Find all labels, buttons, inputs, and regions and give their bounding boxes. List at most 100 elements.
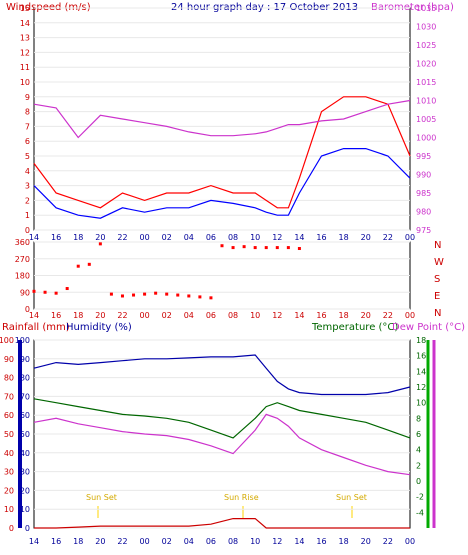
wind-tick-label: 12	[20, 48, 30, 57]
humidity-tick-label: 90	[20, 355, 30, 364]
x-tick-label-mid: 14	[29, 311, 39, 320]
rainfall-tick-label: 50	[4, 430, 14, 439]
x-tick-label-top: 12	[272, 233, 282, 242]
x-tick-label-mid: 20	[361, 311, 371, 320]
x-tick-label-bottom: 08	[228, 537, 238, 546]
wind-tick-label: 4	[25, 167, 30, 176]
humidity-tick-label: 10	[20, 505, 30, 514]
x-tick-label-mid: 10	[250, 311, 260, 320]
wind-tick-label: 15	[20, 4, 30, 13]
direction-tick-label: 90	[20, 288, 30, 297]
wind-tick-label: 13	[20, 34, 30, 43]
temperature-axis-label: Temperature (°C)	[311, 322, 398, 333]
temperature-tick-label: 2	[416, 461, 421, 470]
barometer-tick-label: 1015	[416, 78, 436, 87]
x-tick-label-bottom: 02	[162, 537, 172, 546]
rainfall-tick-label: 30	[4, 468, 14, 477]
rainfall-axis-label: Rainfall (mm)	[2, 322, 70, 333]
temperature-tick-label: 0	[416, 477, 421, 486]
x-tick-label-top: 18	[339, 233, 349, 242]
direction-point	[132, 293, 136, 297]
climate-series-rainfall	[34, 517, 410, 529]
wind-series-barometer	[33, 99, 411, 139]
wind-tick-label: 14	[20, 19, 30, 28]
x-tick-label-top: 14	[29, 233, 39, 242]
x-tick-label-mid: 16	[51, 311, 61, 320]
humidity-tick-label: 50	[20, 430, 30, 439]
wind-tick-label: 1	[25, 211, 30, 220]
x-tick-label-top: 06	[206, 233, 216, 242]
direction-point	[165, 292, 169, 296]
sun-set-label-2: Sun Set	[336, 493, 367, 502]
x-tick-label-bottom: 22	[383, 537, 393, 546]
direction-point	[187, 294, 191, 298]
temperature-tick-label: -2	[416, 493, 424, 502]
temperature-tick-label: 8	[416, 414, 421, 423]
climate-series-temperature	[33, 398, 411, 439]
x-tick-label-top: 08	[228, 233, 238, 242]
rainfall-tick-label: 60	[4, 411, 14, 420]
wind-tick-label: 2	[25, 196, 30, 205]
rainfall-tick-label: 70	[4, 392, 14, 401]
direction-point	[209, 296, 213, 300]
direction-tick-label: 0	[25, 305, 30, 314]
barometer-tick-label: 1005	[416, 115, 436, 124]
compass-label-n-bottom: N	[434, 308, 441, 319]
wind-tick-label: 5	[25, 152, 30, 161]
x-tick-label-top: 00	[139, 233, 149, 242]
direction-tick-label: 270	[15, 255, 30, 264]
compass-label-e: E	[434, 291, 440, 302]
x-tick-label-top: 18	[73, 233, 83, 242]
temperature-tick-label: -4	[416, 508, 424, 517]
x-tick-label-mid: 14	[294, 311, 304, 320]
rainfall-tick-label: 0	[9, 524, 14, 533]
barometer-tick-label: 1020	[416, 60, 436, 69]
barometer-tick-label: 1000	[416, 134, 436, 143]
rainfall-tick-label: 20	[4, 486, 14, 495]
direction-point	[109, 292, 113, 296]
x-tick-label-top: 20	[95, 233, 105, 242]
chart-marks: 0123456789101112131415975980985990995100…	[0, 4, 436, 546]
humidity-tick-label: 0	[25, 524, 30, 533]
x-tick-label-mid: 06	[206, 311, 216, 320]
x-tick-label-bottom: 22	[117, 537, 127, 546]
direction-point	[54, 291, 58, 295]
direction-point	[242, 245, 246, 249]
wind-tick-label: 0	[25, 226, 30, 235]
direction-point	[76, 264, 80, 268]
compass-label-n-top: N	[434, 240, 441, 251]
direction-point	[120, 294, 124, 298]
direction-point	[98, 242, 102, 246]
direction-point	[253, 246, 257, 250]
direction-point	[275, 246, 279, 250]
direction-point	[43, 290, 47, 294]
x-tick-label-top: 02	[162, 233, 172, 242]
dewpoint-axis-label: Dew Point (°C)	[392, 322, 465, 333]
x-tick-label-top: 16	[51, 233, 61, 242]
humidity-tick-label: 70	[20, 392, 30, 401]
barometer-tick-label: 980	[416, 208, 431, 217]
direction-point	[231, 246, 235, 250]
x-tick-label-bottom: 18	[73, 537, 83, 546]
wind-series-gust	[33, 96, 411, 209]
x-tick-label-bottom: 10	[250, 537, 260, 546]
x-tick-label-top: 04	[184, 233, 194, 242]
temperature-tick-label: 10	[416, 399, 426, 408]
x-tick-label-mid: 12	[272, 311, 282, 320]
x-tick-label-bottom: 14	[294, 537, 304, 546]
barometer-tick-label: 995	[416, 152, 431, 161]
x-tick-label-bottom: 16	[316, 537, 326, 546]
direction-point	[65, 287, 69, 291]
x-tick-label-mid: 16	[316, 311, 326, 320]
x-tick-label-bottom: 00	[405, 537, 415, 546]
direction-tick-label: 180	[15, 272, 30, 281]
temperature-tick-label: 12	[416, 383, 426, 392]
x-tick-label-mid: 04	[184, 311, 194, 320]
rainfall-tick-label: 90	[4, 355, 14, 364]
x-tick-label-bottom: 16	[51, 537, 61, 546]
direction-point	[87, 262, 91, 266]
direction-point	[32, 289, 36, 293]
x-tick-label-mid: 02	[162, 311, 172, 320]
rainfall-tick-label: 100	[0, 336, 14, 345]
